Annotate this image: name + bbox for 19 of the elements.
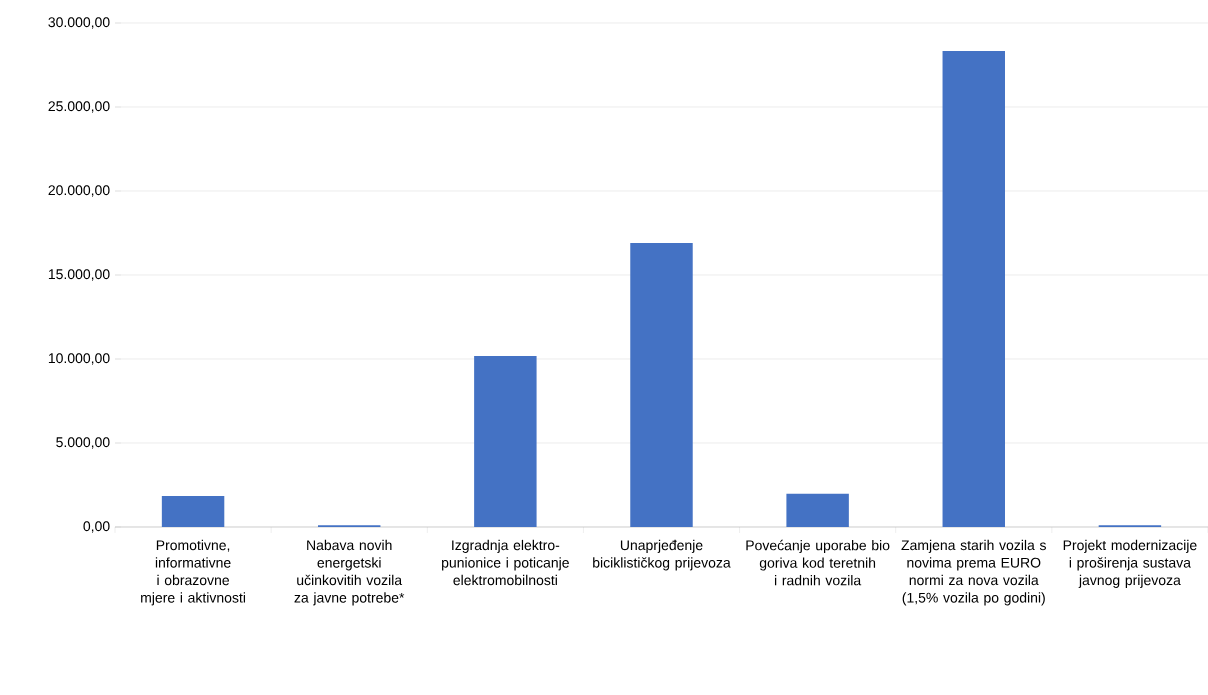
y-tick-label: 25.000,00 bbox=[48, 101, 110, 113]
x-tick-label: Nabava novih energetski učinkovitih vozila za javne potrebe* bbox=[294, 539, 405, 606]
x-tick-label: Projekt modernizacije i proširenja sustava javnog prijevoza bbox=[1063, 539, 1197, 588]
bar bbox=[942, 51, 1005, 527]
bar bbox=[161, 495, 225, 527]
bar bbox=[786, 493, 849, 527]
x-tick-label: Promotivne, informativne i obrazovne mjere i aktivnosti bbox=[141, 539, 246, 606]
y-tick-label: 0,00 bbox=[83, 521, 110, 533]
y-tick-label: 30.000,00 bbox=[48, 17, 110, 29]
x-tick-label: Zamjena starih vozila s novima prema EURO normi za nova vozila (1,5% vozila po godini) bbox=[901, 539, 1046, 606]
y-tick-label: 5.000,00 bbox=[56, 437, 110, 449]
bar bbox=[630, 243, 693, 527]
x-tick-label: Unaprjeđenje biciklističkog prijevoza bbox=[593, 539, 731, 571]
x-tick-label: Povećanje uporabe bio goriva kod teretnih i radnih vozila bbox=[746, 539, 890, 586]
x-tick-label: Izgradnja elektro-punionice i poticanje elektromobilnosti bbox=[442, 539, 569, 586]
y-tick-label: 15.000,00 bbox=[48, 269, 110, 281]
bar bbox=[474, 355, 537, 527]
y-tick-label: 10.000,00 bbox=[48, 353, 110, 365]
y-tick-label: 20.000,00 bbox=[48, 185, 110, 197]
